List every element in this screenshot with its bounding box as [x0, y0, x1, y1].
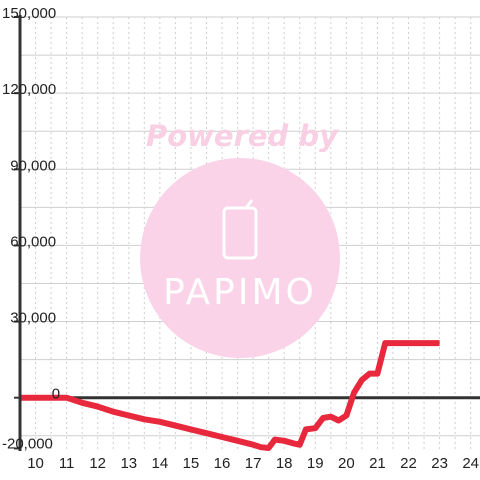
- x-tick-label: 17: [245, 455, 262, 472]
- x-tick-label: 16: [214, 455, 231, 472]
- y-tick-label: 150,000: [2, 5, 56, 22]
- x-tick-label: 14: [152, 455, 169, 472]
- x-tick-label: 15: [183, 455, 200, 472]
- x-tick-label: 21: [369, 455, 386, 472]
- y-tick-label: 90,000: [10, 157, 56, 174]
- y-tick-label: -20,000: [2, 435, 53, 452]
- x-tick-label: 11: [59, 455, 75, 472]
- axes: [14, 15, 22, 451]
- series-line-1: [20, 340, 440, 451]
- y-tick-label: 120,000: [2, 81, 56, 98]
- x-tick-label: 13: [120, 455, 137, 472]
- y-tick-label: 30,000: [10, 310, 56, 327]
- x-tick-label: 18: [276, 455, 293, 472]
- y-tick-label: 60,000: [10, 233, 56, 250]
- x-tick-label: 20: [338, 455, 355, 472]
- x-tick-label: 24: [462, 455, 479, 472]
- x-tick-label: 23: [431, 455, 448, 472]
- series: [20, 340, 440, 451]
- watermark-brand-text: PAPIMO: [163, 272, 317, 313]
- x-tick-label: 10: [27, 455, 44, 472]
- x-tick-label: 12: [89, 455, 106, 472]
- phone-icon: [222, 199, 258, 260]
- x-tick-label: 19: [307, 455, 324, 472]
- x-tick-label: 22: [400, 455, 417, 472]
- watermark-powered-by-text: Powered by: [146, 119, 339, 153]
- y-tick-label: 0: [52, 386, 60, 403]
- tick-labels: -20,000 0 30,000 60,000 90,000 120,000 150,000…: [2, 5, 479, 472]
- watermark: Powered by PAPIMO: [140, 119, 340, 358]
